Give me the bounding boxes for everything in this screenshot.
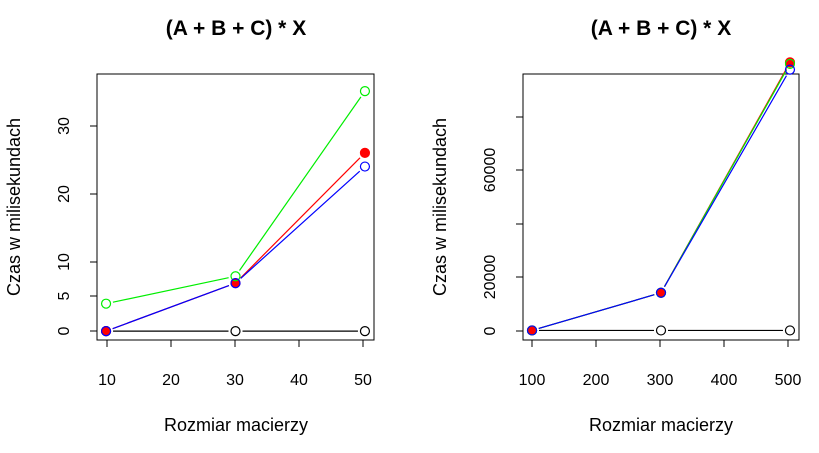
x-tick: 10	[98, 340, 116, 389]
svg-text:100: 100	[519, 372, 546, 389]
x-axis-label: Rozmiar macierzy	[164, 415, 308, 435]
svg-text:50: 50	[354, 372, 372, 389]
series-line-segment	[240, 157, 361, 279]
data-point	[230, 271, 241, 282]
x-tick: 400	[711, 340, 738, 389]
svg-text:200: 200	[583, 372, 610, 389]
x-tick: 500	[775, 340, 802, 389]
y-tick: 30	[56, 117, 97, 135]
data-point	[100, 325, 112, 337]
panel-right: (A + B + C) * X 100 200 300 400 500 0 20…	[430, 17, 801, 435]
y-axis-label: Czas w milisekundach	[430, 118, 450, 296]
data-point	[230, 325, 241, 337]
y-tick: 5	[56, 291, 97, 300]
series-line-segment	[112, 284, 230, 330]
svg-text:20: 20	[56, 185, 73, 203]
data-point	[784, 64, 796, 75]
data-point	[655, 287, 667, 298]
svg-text:0: 0	[56, 326, 73, 335]
y-tick: 0	[482, 326, 523, 335]
series-line-segment	[663, 75, 787, 288]
panel-left: (A + B + C) * X 10 20 30 40 50 0 5 10 20…	[4, 17, 375, 435]
data-point	[655, 325, 667, 336]
data-point	[359, 86, 371, 97]
svg-text:30: 30	[56, 117, 73, 135]
y-axis: 0 5 10 20 30	[56, 92, 98, 335]
svg-text:40: 40	[290, 372, 308, 389]
y-axis: 0 20000 60000	[482, 116, 524, 335]
svg-text:60000: 60000	[482, 148, 499, 193]
x-tick: 200	[583, 340, 610, 389]
svg-text:20: 20	[162, 372, 180, 389]
plot-marks	[526, 57, 796, 336]
y-tick: 10	[56, 253, 97, 271]
chart-title: (A + B + C) * X	[591, 17, 731, 40]
y-tick: 20	[56, 185, 97, 203]
svg-text:20000: 20000	[482, 255, 499, 300]
y-tick: 20000	[482, 255, 523, 300]
svg-text:300: 300	[647, 372, 674, 389]
x-tick: 20	[162, 340, 180, 389]
svg-text:30: 30	[226, 372, 244, 389]
svg-text:5: 5	[56, 291, 73, 300]
plot-frame	[522, 73, 800, 341]
x-tick: 50	[354, 340, 372, 389]
data-point	[359, 161, 371, 172]
svg-text:500: 500	[775, 372, 802, 389]
y-tick: 60000	[482, 148, 523, 193]
series-line-segment	[240, 170, 361, 279]
y-axis-label: Czas w milisekundach	[4, 118, 24, 296]
data-point	[100, 298, 112, 309]
svg-text:10: 10	[56, 253, 73, 271]
data-point	[230, 277, 241, 289]
y-tick: 0	[56, 326, 97, 335]
data-point	[784, 325, 796, 336]
series-line-segment	[239, 96, 362, 271]
plot-frame	[96, 73, 375, 341]
x-axis-label: Rozmiar macierzy	[589, 415, 733, 435]
chart-title: (A + B + C) * X	[166, 17, 306, 40]
data-point	[359, 147, 371, 158]
data-point	[784, 58, 796, 69]
svg-text:0: 0	[482, 326, 499, 335]
data-point	[526, 325, 538, 336]
series-line-segment	[538, 294, 655, 330]
x-tick: 40	[290, 340, 308, 389]
x-tick: 300	[647, 340, 674, 389]
svg-text:10: 10	[98, 372, 116, 389]
x-tick: 100	[519, 340, 546, 389]
x-axis: 10 20 30 40 50	[98, 339, 372, 389]
data-point	[359, 325, 371, 337]
x-axis: 100 200 300 400 500	[519, 339, 802, 389]
x-tick: 30	[226, 340, 244, 389]
series-line-segment	[112, 277, 229, 303]
plot-marks	[100, 86, 371, 337]
svg-text:400: 400	[711, 372, 738, 389]
